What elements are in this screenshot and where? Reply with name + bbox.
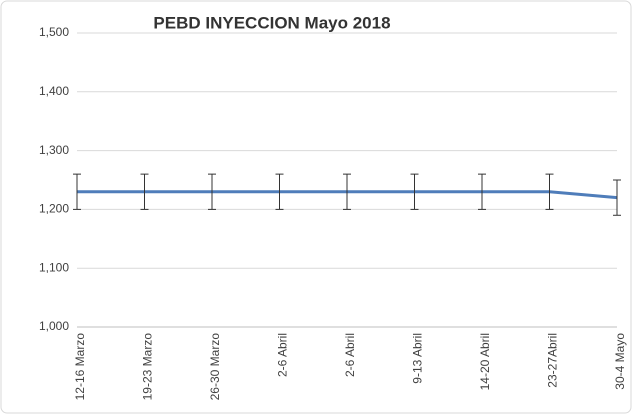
error-bar (545, 173, 554, 210)
chart-title: PEBD INYECCION Mayo 2018 (153, 13, 390, 32)
error-bar (613, 179, 621, 216)
y-tick-label: 1,100 (39, 260, 69, 274)
x-tick-label: 23-27Abril (546, 333, 560, 388)
y-tick-label: 1,400 (39, 84, 69, 98)
error-bar (140, 173, 149, 210)
error-bar (410, 173, 419, 210)
x-tick-label: 2-6 Abril (343, 333, 357, 377)
x-tick-label: 2-6 Abril (276, 333, 290, 377)
y-tick-label: 1,200 (39, 202, 69, 216)
error-bar (275, 173, 284, 210)
error-bar (208, 173, 216, 210)
error-bar (73, 173, 81, 210)
x-tick-label: 9-13 Abril (411, 333, 425, 384)
error-bar (478, 173, 486, 210)
y-tick-label: 1,000 (39, 319, 69, 333)
x-tick-label: 14-20 Abril (478, 333, 492, 390)
x-tick-label: 12-16 Marzo (73, 333, 87, 401)
y-tick-label: 1,300 (39, 143, 69, 157)
x-tick-label: 19-23 Marzo (141, 333, 155, 401)
error-bar (343, 173, 351, 210)
x-tick-label: 30-4 Mayo (613, 333, 627, 390)
x-tick-label: 26-30 Marzo (208, 333, 222, 401)
y-tick-label: 1,500 (39, 25, 69, 39)
